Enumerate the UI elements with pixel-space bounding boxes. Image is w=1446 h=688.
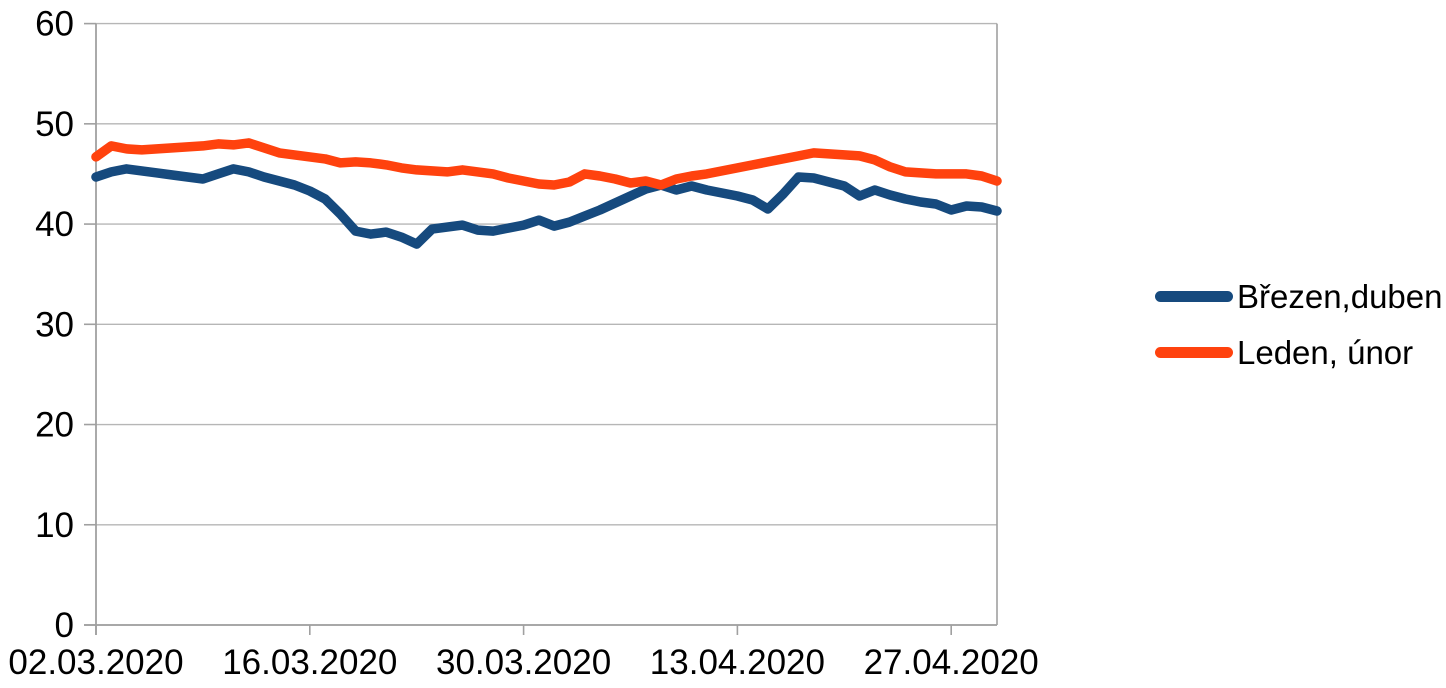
series-line-brezen-duben (91, 164, 1002, 249)
x-axis-label: 13.04.2020 (650, 643, 825, 682)
y-axis-label: 20 (35, 406, 74, 445)
x-axis-label: 27.04.2020 (864, 643, 1039, 682)
legend-entry-leden-unor: Leden, únor (1155, 330, 1443, 375)
x-axis-label: 16.03.2020 (222, 643, 397, 682)
series-line-leden-unor (91, 138, 1002, 190)
y-axis-label: 40 (35, 205, 74, 244)
legend: Březen,duben Leden, únor (1155, 274, 1443, 386)
x-axis-label: 02.03.2020 (8, 643, 183, 682)
y-axis-label: 10 (35, 506, 74, 545)
y-axis-label: 50 (35, 105, 74, 144)
legend-swatch-brezen-duben (1155, 291, 1233, 302)
legend-label-brezen-duben: Březen,duben (1237, 278, 1443, 315)
legend-swatch-leden-unor (1155, 347, 1233, 358)
y-axis-label: 30 (35, 305, 74, 344)
y-axis-label: 60 (35, 5, 74, 44)
x-axis-label: 30.03.2020 (436, 643, 611, 682)
y-axis-label: 0 (55, 606, 74, 645)
legend-entry-brezen-duben: Březen,duben (1155, 274, 1443, 319)
legend-label-leden-unor: Leden, únor (1237, 334, 1414, 371)
